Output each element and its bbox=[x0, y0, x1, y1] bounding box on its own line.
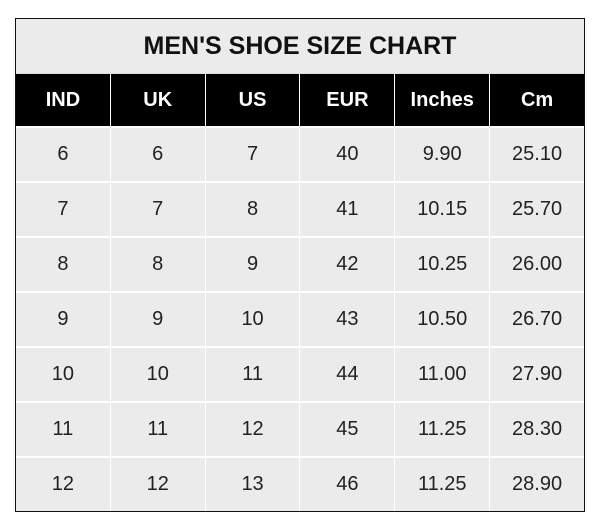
table-cell: 10 bbox=[16, 348, 111, 401]
table-cell: 8 bbox=[111, 238, 206, 291]
table-cell: 41 bbox=[300, 183, 396, 236]
table-cell: 7 bbox=[16, 183, 111, 236]
table-cell: 8 bbox=[206, 183, 301, 236]
table-cell: 8 bbox=[16, 238, 111, 291]
table-cell: 11.25 bbox=[395, 458, 491, 511]
table-row: 6 6 7 40 9.90 25.10 bbox=[16, 126, 584, 181]
table-cell: 9 bbox=[206, 238, 301, 291]
table-body: 6 6 7 40 9.90 25.10 7 7 8 41 10.15 25.70 8 8 9 42 10.25 2… bbox=[16, 126, 584, 511]
table-cell: 46 bbox=[300, 458, 396, 511]
column-header: US bbox=[206, 74, 301, 126]
table-cell: 45 bbox=[300, 403, 396, 456]
table-row: 9 9 10 43 10.50 26.70 bbox=[16, 291, 584, 346]
column-header: UK bbox=[111, 74, 206, 126]
table-row: 10 10 11 44 11.00 27.90 bbox=[16, 346, 584, 401]
table-cell: 11.25 bbox=[395, 403, 491, 456]
table-cell: 10 bbox=[111, 348, 206, 401]
table-row: 7 7 8 41 10.15 25.70 bbox=[16, 181, 584, 236]
table-cell: 12 bbox=[111, 458, 206, 511]
table-cell: 11 bbox=[206, 348, 301, 401]
column-header: IND bbox=[16, 74, 111, 126]
table-cell: 9.90 bbox=[395, 128, 491, 181]
table-cell: 6 bbox=[16, 128, 111, 181]
table-cell: 12 bbox=[206, 403, 301, 456]
table-cell: 26.70 bbox=[512, 308, 563, 330]
table-cell: 10.50 bbox=[395, 293, 491, 346]
table-cell: 44 bbox=[300, 348, 396, 401]
table-row: 12 12 13 46 11.25 28.90 bbox=[16, 456, 584, 511]
table-cell: 28.90 bbox=[512, 473, 563, 495]
table-cell: 10 bbox=[206, 293, 301, 346]
column-header: Cm bbox=[520, 88, 554, 111]
table-cell: 10.25 bbox=[395, 238, 491, 291]
table-cell: 9 bbox=[111, 293, 206, 346]
table-cell: 43 bbox=[300, 293, 396, 346]
table-cell: 40 bbox=[300, 128, 396, 181]
table-row: 8 8 9 42 10.25 26.00 bbox=[16, 236, 584, 291]
header-row: IND UK US EUR Inches Cm bbox=[16, 74, 584, 126]
table-cell: 10.15 bbox=[395, 183, 491, 236]
column-header: EUR bbox=[300, 74, 396, 126]
table-cell: 13 bbox=[206, 458, 301, 511]
size-chart-table: MEN'S SHOE SIZE CHART IND UK US EUR Inches Cm… bbox=[15, 18, 585, 512]
column-header: Inches bbox=[395, 74, 491, 126]
table-cell: 28.30 bbox=[512, 418, 563, 440]
table-cell: 26.00 bbox=[512, 253, 563, 275]
table-title: MEN'S SHOE SIZE CHART bbox=[16, 19, 584, 74]
table-cell: 6 bbox=[111, 128, 206, 181]
table-cell: 27.90 bbox=[512, 363, 563, 385]
table-cell: 9 bbox=[16, 293, 111, 346]
table-cell: 25.10 bbox=[512, 143, 563, 165]
table-cell: 42 bbox=[300, 238, 396, 291]
table-cell: 11.00 bbox=[395, 348, 491, 401]
table-row: 11 11 12 45 11.25 28.30 bbox=[16, 401, 584, 456]
table-cell: 7 bbox=[206, 128, 301, 181]
table-cell: 11 bbox=[16, 403, 111, 456]
table-cell: 12 bbox=[16, 458, 111, 511]
table-cell: 25.70 bbox=[512, 198, 563, 220]
table-cell: 7 bbox=[111, 183, 206, 236]
table-cell: 11 bbox=[111, 403, 206, 456]
